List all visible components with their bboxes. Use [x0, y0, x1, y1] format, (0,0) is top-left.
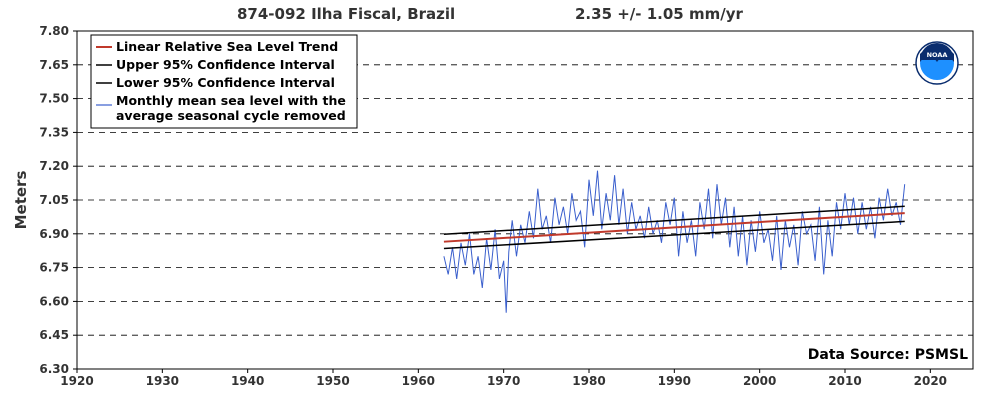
legend-label-lower: Lower 95% Confidence Interval — [116, 75, 335, 90]
series-lower-confidence — [443, 220, 905, 250]
x-tick-label: 2020 — [914, 374, 947, 388]
legend: Linear Relative Sea Level Trend Upper 95… — [90, 34, 358, 129]
x-tick-label: 1930 — [146, 374, 179, 388]
legend-label-monthly-1: Monthly mean sea level with the — [116, 93, 346, 108]
station-title: 874-092 Ilha Fiscal, Brazil — [237, 5, 455, 23]
x-tick-label: 1970 — [487, 374, 520, 388]
legend-box — [90, 34, 358, 129]
y-tick-label: 7.65 — [39, 58, 69, 72]
y-tick-label: 7.20 — [39, 159, 69, 173]
data-source-label: Data Source: PSMSL — [808, 347, 968, 363]
series-monthly-mean — [443, 170, 906, 313]
x-tick-label: 1980 — [572, 374, 605, 388]
y-axis-ticks: 6.30 6.45 6.60 6.75 6.90 7.05 7.20 7.35 7.50 7.65… — [39, 24, 77, 376]
legend-label-upper: Upper 95% Confidence Interval — [116, 57, 335, 72]
trend-rate: 2.35 +/- 1.05 mm/yr — [575, 5, 743, 23]
x-tick-label: 1940 — [231, 374, 264, 388]
x-tick-label: 1920 — [60, 374, 93, 388]
series-upper-confidence — [443, 205, 905, 235]
x-tick-label: 1960 — [402, 374, 435, 388]
legend-label-trend: Linear Relative Sea Level Trend — [116, 39, 338, 54]
x-tick-label: 1950 — [316, 374, 349, 388]
y-tick-label: 6.30 — [39, 362, 69, 376]
y-tick-label: 6.45 — [39, 328, 69, 342]
y-tick-label: 6.75 — [39, 261, 69, 275]
y-axis-label: Meters — [12, 171, 30, 230]
x-tick-label: 2010 — [828, 374, 861, 388]
series-linear-trend — [443, 212, 905, 243]
y-tick-label: 6.60 — [39, 294, 69, 308]
x-axis-ticks: 1920 1930 1940 1950 1960 1970 1980 1990 2000 2010… — [60, 369, 947, 388]
y-tick-label: 7.80 — [39, 24, 69, 38]
series-layer — [443, 170, 906, 313]
x-tick-label: 1990 — [658, 374, 691, 388]
noaa-logo-icon: NOAA — [915, 41, 959, 85]
logo-text: NOAA — [927, 51, 948, 59]
y-tick-label: 7.05 — [39, 193, 69, 207]
x-tick-label: 2000 — [743, 374, 776, 388]
y-tick-label: 7.35 — [39, 125, 69, 139]
y-tick-label: 7.50 — [39, 92, 69, 106]
y-tick-label: 6.90 — [39, 227, 69, 241]
legend-label-monthly-2: average seasonal cycle removed — [116, 108, 346, 123]
